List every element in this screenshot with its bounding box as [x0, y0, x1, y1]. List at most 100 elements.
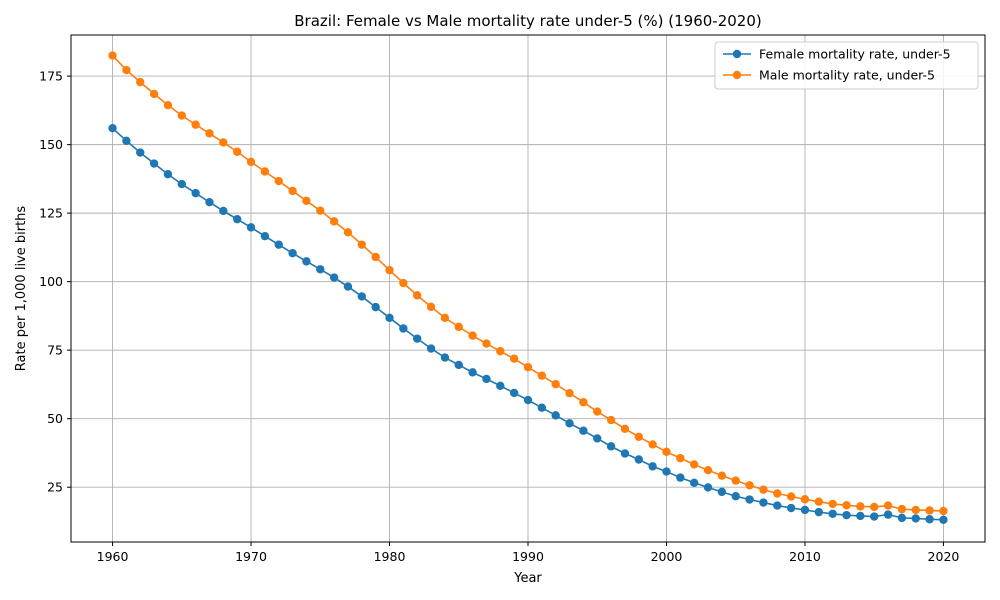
data-point: [232, 214, 242, 224]
data-point: [759, 485, 768, 494]
data-point: [897, 504, 907, 514]
data-point: [482, 374, 491, 384]
legend-item: Male mortality rate, under-5: [723, 68, 935, 83]
x-tick-label: 2010: [789, 549, 821, 564]
data-point: [136, 77, 145, 87]
data-point: [883, 501, 893, 510]
data-point: [468, 368, 477, 377]
data-point: [357, 240, 367, 249]
data-point: [579, 398, 588, 407]
data-point: [662, 467, 671, 476]
x-tick-label: 1970: [235, 549, 267, 564]
legend-label: Male mortality rate, under-5: [759, 68, 935, 83]
data-point: [343, 228, 353, 237]
series-male: [108, 51, 948, 516]
data-point: [343, 282, 353, 291]
data-point: [385, 313, 394, 323]
y-tick-label: 175: [39, 69, 63, 84]
data-point: [745, 481, 754, 490]
data-point: [205, 129, 214, 138]
data-point: [773, 501, 782, 510]
data-point: [440, 313, 450, 323]
data-point: [537, 371, 547, 380]
data-point: [316, 206, 325, 215]
data-point: [205, 197, 214, 207]
x-tick-label: 2020: [928, 549, 960, 564]
x-tick-label: 1960: [97, 549, 129, 564]
data-point: [925, 506, 934, 515]
data-point: [509, 354, 519, 363]
data-point: [800, 505, 810, 515]
y-tick-label: 150: [39, 137, 63, 152]
data-point: [440, 353, 450, 362]
data-point: [870, 502, 879, 512]
data-point: [731, 476, 740, 485]
data-point: [939, 515, 948, 525]
data-point: [606, 415, 616, 425]
data-point: [523, 395, 533, 405]
data-point: [717, 471, 727, 480]
data-point: [482, 339, 491, 348]
data-point: [648, 462, 657, 471]
data-point: [274, 176, 283, 186]
data-point: [426, 302, 436, 312]
data-point: [191, 120, 200, 129]
data-point: [191, 188, 200, 198]
data-point: [260, 167, 270, 176]
data-point: [163, 100, 173, 110]
data-point: [689, 460, 699, 469]
data-point: [274, 240, 283, 249]
x-tick-label: 1990: [512, 549, 544, 564]
y-tick-label: 50: [47, 411, 63, 426]
data-point: [786, 492, 796, 501]
data-point: [897, 513, 907, 523]
x-axis: 1960 1970 1980 1990 2000 2010 2020: [97, 542, 960, 564]
legend-box: [714, 41, 979, 90]
data-point: [662, 447, 671, 457]
data-point: [689, 478, 699, 488]
y-axis: 25 50 75 100 125 150 175: [39, 69, 71, 495]
data-point: [177, 111, 186, 120]
data-point: [136, 148, 145, 157]
data-point: [329, 217, 339, 226]
data-point: [676, 453, 685, 463]
data-point: [122, 65, 131, 75]
data-point: [496, 347, 505, 356]
data-point: [634, 432, 643, 441]
data-point: [260, 231, 270, 241]
legend: Female mortality rate, under-5 Male morta…: [714, 41, 979, 90]
data-point: [800, 495, 810, 504]
data-point: [620, 449, 630, 458]
data-point: [648, 440, 657, 449]
data-point: [634, 455, 643, 464]
data-point: [703, 483, 713, 492]
y-tick-label: 75: [47, 343, 63, 358]
data-point: [842, 501, 851, 510]
data-point: [551, 411, 560, 420]
series-female: [108, 123, 948, 525]
data-point: [593, 434, 602, 443]
data-point: [620, 424, 630, 434]
data-point: [496, 381, 505, 390]
y-tick-label: 100: [39, 274, 63, 289]
data-point: [371, 252, 380, 262]
data-point: [551, 379, 560, 389]
data-point: [814, 497, 824, 506]
data-point: [870, 512, 879, 521]
data-point: [856, 502, 865, 511]
data-point: [703, 465, 713, 475]
data-point: [565, 419, 574, 428]
data-point: [911, 505, 920, 515]
data-point: [606, 442, 616, 451]
data-point: [163, 170, 173, 179]
data-point: [509, 388, 519, 398]
data-point: [108, 51, 117, 60]
data-point: [316, 265, 325, 274]
data-point: [246, 157, 256, 167]
data-point: [413, 291, 422, 300]
data-point: [302, 257, 311, 266]
data-point: [676, 473, 685, 482]
data-point: [717, 487, 727, 497]
x-axis-label: Year: [513, 571, 542, 586]
data-point: [814, 507, 824, 517]
